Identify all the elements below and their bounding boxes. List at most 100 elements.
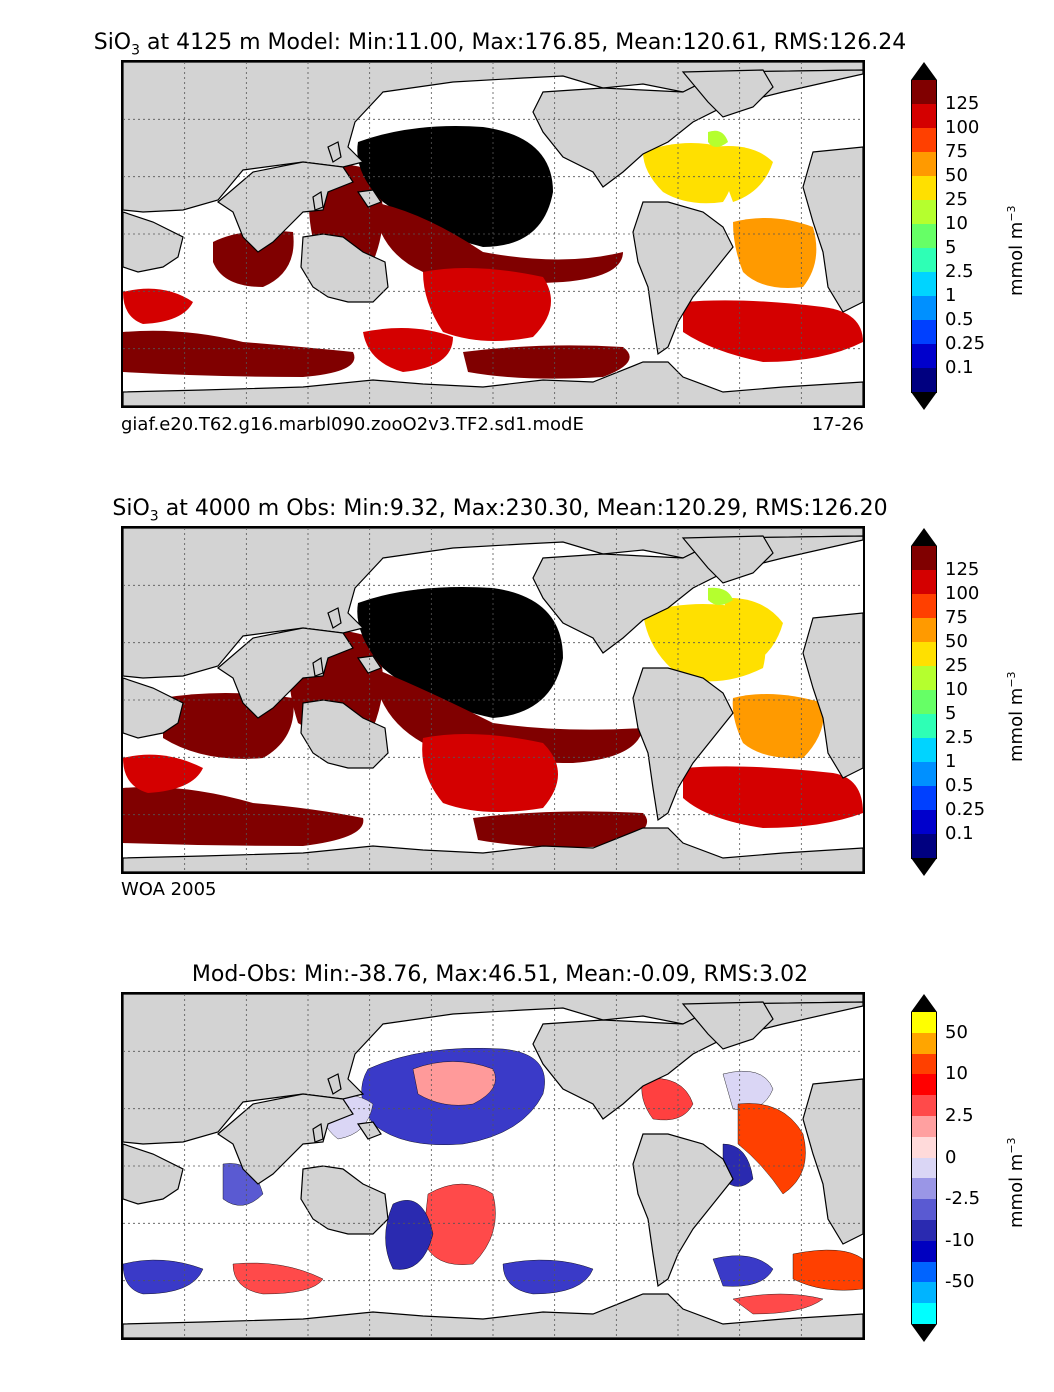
landmass [802, 612, 863, 779]
title-rest: Mod-Obs: Min:-38.76, Max:46.51, Mean:-0.… [191, 962, 809, 987]
colorbar-segment [911, 272, 937, 297]
field-region [232, 1262, 324, 1295]
case-name: giaf.e20.T62.g16.marbl090.zooO2v3.TF2.sd… [121, 414, 584, 435]
colorbar-segment [911, 714, 937, 739]
landmass [123, 677, 184, 739]
field-region [723, 597, 783, 668]
landmass [532, 1001, 863, 1120]
colorbar-tick-label: 2.5 [945, 261, 974, 282]
field-region [737, 1103, 806, 1195]
field-region [213, 230, 294, 287]
title-prefix: SiO [112, 496, 150, 521]
field-region [473, 811, 648, 848]
colorbar-segment [911, 296, 937, 321]
colorbar-segment [911, 176, 937, 201]
colorbar-segment [911, 738, 937, 763]
colorbar-min-extend [911, 392, 937, 410]
field-region [792, 1249, 863, 1291]
landmass [532, 69, 863, 188]
colorbar-tick-label: 0.1 [945, 823, 974, 844]
colorbar [911, 994, 937, 1342]
colorbar-tick-label: 2.5 [945, 727, 974, 748]
colorbar-tick-label: -10 [945, 1229, 975, 1251]
colorbar-tick-label: 50 [945, 631, 968, 652]
colorbar-tick-label: 2.5 [945, 1105, 974, 1126]
colorbar-tick-label: 1 [945, 285, 957, 306]
colorbar-segment [911, 834, 937, 859]
colorbar-segment [911, 618, 937, 643]
colorbar-tick-label: 10 [945, 679, 968, 700]
unit-exponent: −3 [1005, 1137, 1018, 1154]
colorbar-tick-label: -50 [945, 1271, 975, 1293]
panel-title: Mod-Obs: Min:-38.76, Max:46.51, Mean:-0.… [0, 962, 1000, 987]
landmass [312, 656, 324, 677]
colorbar-tick-label: 0.25 [945, 799, 986, 820]
landmass [681, 535, 774, 584]
field-region [422, 1183, 496, 1265]
field-region [363, 328, 453, 372]
colorbar-segment [911, 594, 937, 619]
field-region [732, 1293, 824, 1315]
field-region [123, 288, 193, 324]
title-sub: 3 [149, 508, 159, 525]
colorbar-max-extend [911, 994, 937, 1012]
field-region [643, 143, 733, 204]
year-range: 17-26 [811, 414, 864, 435]
colorbar-segment [911, 642, 937, 667]
landmass [802, 146, 863, 313]
colorbar-segment [911, 1199, 937, 1221]
colorbar-min-extend [911, 858, 937, 876]
colorbar-segment [911, 368, 937, 393]
field-region [732, 694, 824, 759]
field-region [385, 1200, 434, 1270]
landmass [300, 699, 389, 769]
panel-diff: Mod-Obs: Min:-38.76, Max:46.51, Mean:-0.… [0, 932, 1054, 1392]
field-region [373, 202, 623, 284]
colorbar-unit-label: mmol m−3 [1005, 671, 1027, 762]
landmass [327, 1073, 342, 1095]
colorbar-segment [911, 1240, 937, 1263]
colorbar-segment [911, 570, 937, 595]
colorbar-segment [911, 762, 937, 787]
landmass [217, 161, 354, 253]
landmass [532, 535, 863, 654]
unit-exponent: −3 [1005, 205, 1018, 222]
colorbar-segment [911, 200, 937, 225]
colorbar-tick-label: 100 [945, 583, 980, 604]
field-region [423, 268, 551, 341]
colorbar-segment [911, 104, 937, 129]
colorbar-tick-label: 0 [945, 1146, 957, 1168]
colorbar-unit-label: mmol m−3 [1005, 205, 1027, 296]
panel-obs: SiO3 at 4000 m Obs: Min:9.32, Max:230.30… [0, 466, 1054, 926]
field-region [502, 1259, 594, 1295]
title-prefix: SiO [93, 30, 132, 55]
colorbar-max-extend [911, 62, 937, 80]
landmass [300, 1165, 389, 1235]
landmass [681, 69, 774, 118]
colorbar-tick-label: 125 [945, 559, 980, 580]
obs-source: WOA 2005 [121, 879, 217, 900]
field-region [463, 345, 630, 379]
colorbar-tick-label: 0.5 [945, 309, 974, 330]
colorbar-segment [911, 152, 937, 177]
field-region [713, 146, 773, 202]
colorbar-tick-label: 10 [945, 1063, 968, 1085]
colorbar-tick-label: 1 [945, 751, 957, 772]
colorbar [911, 62, 937, 410]
colorbar-segment [911, 1095, 937, 1117]
colorbar-max-extend [911, 528, 937, 546]
colorbar-min-extend [911, 1324, 937, 1342]
map-model [121, 60, 865, 408]
colorbar-segment [911, 128, 937, 153]
title-sub: 3 [131, 42, 141, 59]
colorbar-segment [911, 248, 937, 273]
colorbar-segment [911, 1136, 937, 1159]
colorbar-segment [911, 1157, 937, 1179]
landmass [123, 1143, 184, 1205]
panel-title: SiO3 at 4000 m Obs: Min:9.32, Max:230.30… [0, 496, 1000, 524]
colorbar-tick-label: 25 [945, 189, 968, 210]
field-region [123, 754, 203, 793]
landmass [123, 211, 184, 273]
landmass [312, 190, 324, 211]
map-obs [121, 526, 865, 874]
